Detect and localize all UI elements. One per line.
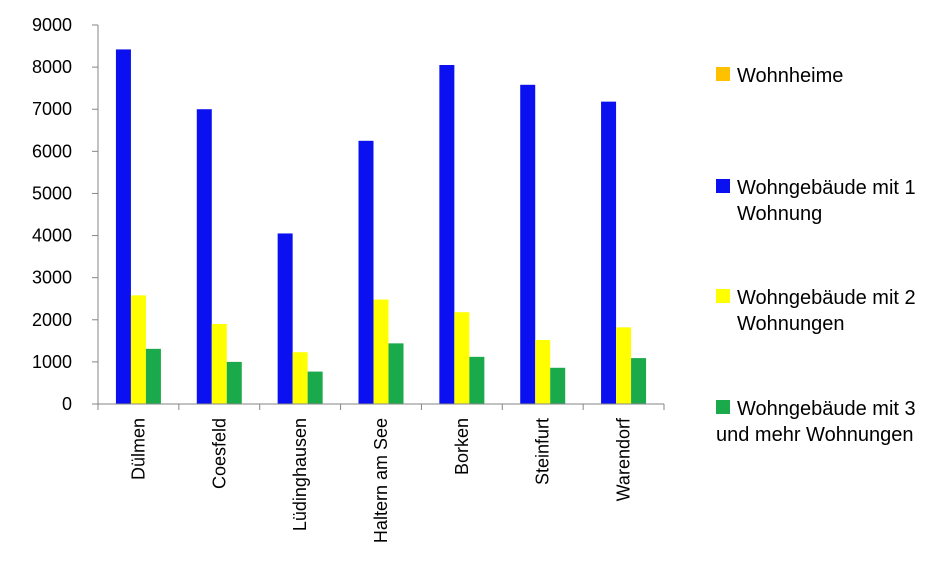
legend-label: und mehr Wohnungen xyxy=(716,424,914,446)
x-tick-label: Haltern am See xyxy=(371,418,391,543)
legend: Wohnheime Wohngebäude mit 1 Wohnung Wohngeb… xyxy=(716,65,916,446)
legend-label: Wohnungen xyxy=(737,313,845,335)
legend-label: Wohngebäude mit 2 xyxy=(737,287,916,309)
bar-wohngeb-ude-mit-3-und-mehr-wohnungen-5 xyxy=(550,367,566,404)
y-tick-label: 6000 xyxy=(32,141,72,161)
bar-wohngeb-ude-mit-1-wohnung-6 xyxy=(601,101,617,405)
bar-wohngeb-ude-mit-1-wohnung-2 xyxy=(277,233,293,404)
bar-wohngeb-ude-mit-1-wohnung-5 xyxy=(520,84,536,404)
x-tick-label: Lüdinghausen xyxy=(290,418,310,531)
bar-wohngeb-ude-mit-1-wohnung-3 xyxy=(358,140,374,405)
bar-wohngeb-ude-mit-1-wohnung-0 xyxy=(115,49,131,405)
bar-wohngeb-ude-mit-3-und-mehr-wohnungen-0 xyxy=(145,348,161,404)
legend-label: Wohnung xyxy=(737,203,822,225)
bar-wohngeb-ude-mit-1-wohnung-4 xyxy=(439,65,455,404)
y-tick-label: 3000 xyxy=(32,268,72,288)
legend-swatch xyxy=(716,179,730,193)
legend-label: Wohngebäude mit 1 xyxy=(737,177,916,199)
y-tick-label: 2000 xyxy=(32,310,72,330)
x-tick-label: Warendorf xyxy=(614,417,634,501)
bar-wohngeb-ude-mit-3-und-mehr-wohnungen-6 xyxy=(631,358,647,404)
y-tick-label: 8000 xyxy=(32,57,72,77)
bar-wohngeb-ude-mit-3-und-mehr-wohnungen-4 xyxy=(469,356,485,404)
bar-wohngeb-ude-mit-3-und-mehr-wohnungen-2 xyxy=(307,371,323,404)
y-tick-label: 0 xyxy=(62,394,72,414)
bar-wohngeb-ude-mit-2-wohnungen-6 xyxy=(616,327,632,404)
bar-wohngeb-ude-mit-3-und-mehr-wohnungen-3 xyxy=(388,343,404,404)
y-tick-label: 5000 xyxy=(32,183,72,203)
y-tick-label: 1000 xyxy=(32,352,72,372)
bars-layer xyxy=(115,49,647,405)
bar-wohngeb-ude-mit-2-wohnungen-0 xyxy=(130,295,146,404)
legend-swatch xyxy=(716,400,730,414)
bar-wohngeb-ude-mit-2-wohnungen-3 xyxy=(373,299,389,404)
x-tick-label: Coesfeld xyxy=(209,418,229,489)
x-ticks: Dülmen Coesfeld Lüdinghausen Haltern am See… xyxy=(97,404,665,543)
x-tick-label: Steinfurt xyxy=(533,418,553,485)
bar-wohngeb-ude-mit-3-und-mehr-wohnungen-1 xyxy=(226,361,242,404)
legend-swatch xyxy=(716,289,730,303)
y-tick-label: 7000 xyxy=(32,99,72,119)
y-tick-label: 4000 xyxy=(32,226,72,246)
bar-wohngeb-ude-mit-2-wohnungen-1 xyxy=(211,323,227,404)
legend-swatch xyxy=(716,67,730,81)
x-tick-label: Dülmen xyxy=(128,418,148,480)
legend-label: Wohnheime xyxy=(737,65,843,87)
legend-label: Wohngebäude mit 3 xyxy=(737,398,916,420)
y-ticks: 0 1000 2000 3000 4000 5000 6000 7000 8000 9000 xyxy=(32,15,98,414)
bar-wohngeb-ude-mit-2-wohnungen-4 xyxy=(454,312,470,404)
bar-wohngeb-ude-mit-2-wohnungen-2 xyxy=(292,352,308,404)
bar-wohngeb-ude-mit-1-wohnung-1 xyxy=(196,109,212,404)
y-tick-label: 9000 xyxy=(32,15,72,35)
axes-layer xyxy=(97,25,664,405)
bar-wohngeb-ude-mit-2-wohnungen-5 xyxy=(535,339,551,404)
x-tick-label: Borken xyxy=(452,418,472,475)
